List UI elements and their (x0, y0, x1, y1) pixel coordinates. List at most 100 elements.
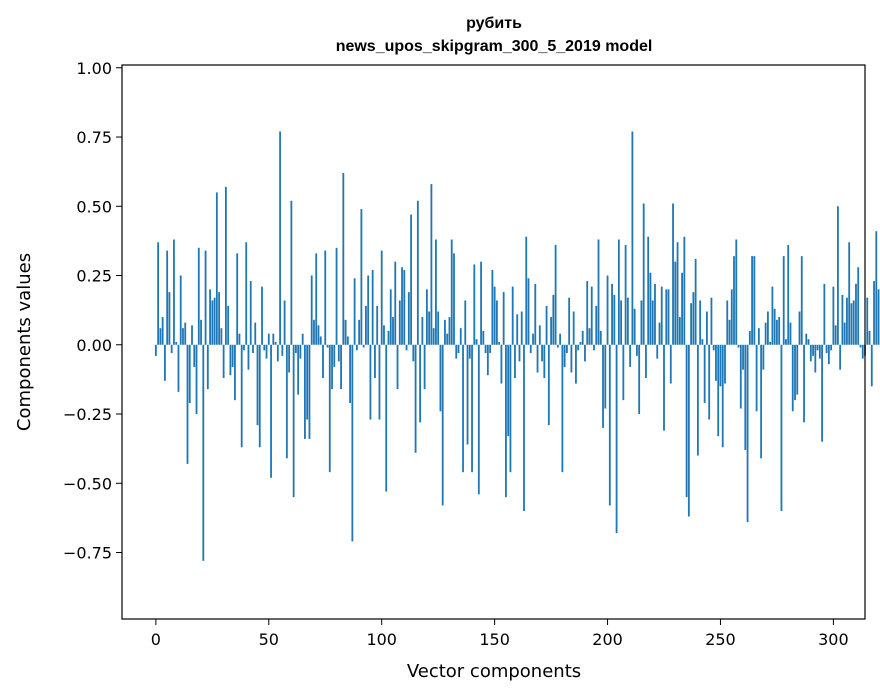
bar (294, 344, 297, 354)
bar (651, 300, 654, 345)
bar (335, 247, 338, 345)
bar (304, 344, 306, 439)
bar (575, 344, 577, 384)
bar (450, 239, 453, 345)
bar (319, 336, 322, 345)
bar (572, 311, 575, 345)
bar (234, 344, 236, 401)
bar (742, 344, 744, 370)
x-tick-label: 200 (592, 630, 623, 649)
bar (683, 236, 686, 345)
bar (832, 286, 835, 345)
bar (267, 333, 270, 345)
bar (726, 300, 729, 345)
bar (516, 314, 519, 345)
bar (764, 322, 767, 345)
bar (626, 297, 629, 345)
bar (866, 297, 869, 345)
bar (710, 297, 713, 345)
bar (444, 319, 446, 345)
bar (588, 328, 591, 345)
bar (640, 300, 643, 345)
bar (545, 305, 548, 345)
bar (419, 344, 422, 423)
bar (543, 344, 546, 379)
bar (511, 286, 514, 345)
bar (374, 344, 376, 379)
bar (502, 292, 505, 345)
bar (437, 311, 440, 345)
bar (371, 269, 374, 345)
bar (757, 328, 760, 345)
x-tick-label: 50 (259, 630, 279, 649)
bar (231, 344, 234, 367)
bar (495, 300, 498, 345)
bar (313, 319, 315, 345)
bar (706, 311, 708, 345)
bar (660, 286, 663, 345)
bar (396, 344, 399, 390)
bar (561, 344, 564, 473)
y-tick-label: −0.50 (63, 474, 112, 493)
bar (249, 281, 252, 345)
bar (751, 256, 753, 345)
bar (179, 275, 182, 345)
bar (317, 325, 320, 345)
bar (491, 269, 494, 345)
bar (787, 245, 790, 345)
bar (615, 344, 618, 534)
bar (712, 344, 715, 351)
bar (541, 344, 543, 362)
bar (570, 344, 573, 373)
bar (565, 344, 568, 354)
bar (642, 203, 645, 345)
bar (243, 344, 245, 351)
chart-title: рубить (466, 15, 522, 32)
bar (667, 289, 670, 345)
bar (785, 339, 787, 345)
bar (715, 344, 717, 381)
bar (462, 344, 464, 473)
bar (791, 344, 794, 412)
bar (394, 261, 397, 345)
bar (498, 342, 501, 345)
bar (719, 344, 722, 387)
bar (401, 267, 403, 345)
bar (245, 242, 248, 345)
bar (645, 344, 647, 379)
bar (647, 236, 650, 345)
bar (360, 209, 363, 345)
bar (599, 330, 602, 345)
bar (380, 250, 383, 345)
bar (177, 344, 180, 392)
bar (432, 328, 435, 345)
bar (279, 131, 281, 345)
bar (222, 344, 225, 379)
bar (383, 325, 385, 345)
bar (297, 344, 300, 395)
bar (762, 344, 765, 370)
bar (769, 342, 772, 345)
bar (837, 206, 839, 345)
bar (737, 344, 740, 348)
bar (168, 292, 171, 345)
bar (466, 344, 469, 445)
bar (834, 325, 837, 345)
bar (827, 344, 830, 365)
bar (387, 330, 390, 345)
y-axis-label: Components values (14, 253, 35, 431)
chart-subtitle: news_upos_skipgram_300_5_2019 model (336, 38, 653, 55)
bar (850, 303, 853, 345)
y-tick-label: 1.00 (76, 59, 112, 78)
bar (213, 297, 216, 345)
bar (236, 253, 239, 345)
bar (694, 258, 697, 345)
bar (848, 242, 851, 345)
bar (252, 344, 254, 354)
bar (290, 200, 293, 345)
bar (868, 330, 871, 345)
bar (455, 344, 458, 359)
bar (482, 330, 485, 345)
bar (229, 344, 232, 376)
bar (270, 344, 272, 478)
